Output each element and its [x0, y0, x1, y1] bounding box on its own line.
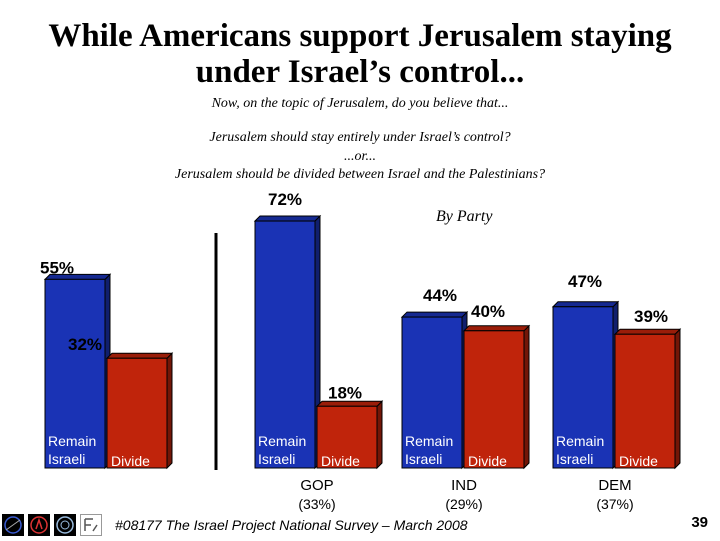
category-label-g0-remain-line1: Remain — [48, 433, 96, 449]
category-label-g1-divide: Divide — [321, 453, 360, 469]
page-number: 39 — [691, 514, 708, 531]
data-label-g3-divide: 39% — [634, 307, 668, 326]
category-label-g3-divide: Divide — [619, 453, 658, 469]
bar-g3-divide — [614, 333, 676, 469]
bar-g0-divide-side — [166, 352, 173, 470]
group-name-g1: GOP — [300, 477, 333, 494]
question-option-a: Jerusalem should stay entirely under Isr… — [209, 130, 511, 145]
category-label-g0-remain-line2: Israeli — [48, 451, 85, 467]
group-share-g3: (37%) — [596, 496, 633, 512]
bar-g2-divide — [463, 330, 525, 469]
by-party-label: By Party — [436, 208, 493, 225]
data-label-g0-divide: 32% — [68, 335, 102, 354]
bar-g0-remain — [44, 278, 106, 469]
category-label-g2-divide: Divide — [468, 453, 507, 469]
data-label-g2-divide: 40% — [471, 302, 505, 321]
category-label-g3-remain-line2: Israeli — [556, 451, 593, 467]
bar-g2-divide-side — [523, 324, 530, 470]
bar-g2-remain — [401, 316, 463, 469]
bar-g3-divide-top — [613, 328, 682, 335]
logo-2 — [28, 514, 50, 536]
data-label-g0-remain: 55% — [40, 258, 74, 277]
footer-text: #08177 The Israel Project National Surve… — [115, 517, 468, 533]
title-line-1: While Americans support Jerusalem stayin… — [48, 18, 672, 54]
logo-4 — [80, 514, 102, 536]
question-or: ...or... — [344, 149, 376, 164]
category-label-g3-remain-line1: Remain — [556, 433, 604, 449]
category-label-g0-divide: Divide — [111, 453, 150, 469]
question-intro: Now, on the topic of Jerusalem, do you b… — [211, 96, 509, 111]
bar-g0-divide — [106, 357, 168, 469]
data-label-g1-divide: 18% — [328, 383, 362, 402]
bar-g3-remain — [552, 306, 614, 469]
data-label-g1-remain: 72% — [268, 190, 302, 209]
bar-g2-remain-top — [400, 311, 469, 318]
bar-g1-remain — [254, 220, 316, 469]
data-label-g2-remain: 44% — [423, 286, 457, 305]
data-label-g3-remain: 47% — [568, 272, 602, 291]
bar-g3-remain-top — [551, 301, 620, 308]
title-line-2: under Israel’s control... — [195, 54, 525, 90]
bar-g3-divide-side — [674, 328, 681, 470]
category-label-g2-remain-line1: Remain — [405, 433, 453, 449]
group-name-g3: DEM — [598, 477, 631, 494]
group-share-g2: (29%) — [445, 496, 482, 512]
logo-3 — [54, 514, 76, 536]
group-name-g2: IND — [451, 477, 477, 494]
bar-g1-remain-top — [253, 215, 322, 222]
group-share-g1: (33%) — [298, 496, 335, 512]
logo-strip — [2, 514, 102, 536]
bar-g0-divide-top — [105, 352, 174, 359]
bar-g2-divide-top — [462, 325, 531, 332]
category-label-g1-remain-line1: Remain — [258, 433, 306, 449]
logo-1 — [2, 514, 24, 536]
bar-g1-divide — [316, 405, 378, 469]
question-option-b: Jerusalem should be divided between Isra… — [174, 167, 546, 182]
bar-g1-divide-side — [376, 400, 383, 470]
category-label-g2-remain-line2: Israeli — [405, 451, 442, 467]
category-label-g1-remain-line2: Israeli — [258, 451, 295, 467]
